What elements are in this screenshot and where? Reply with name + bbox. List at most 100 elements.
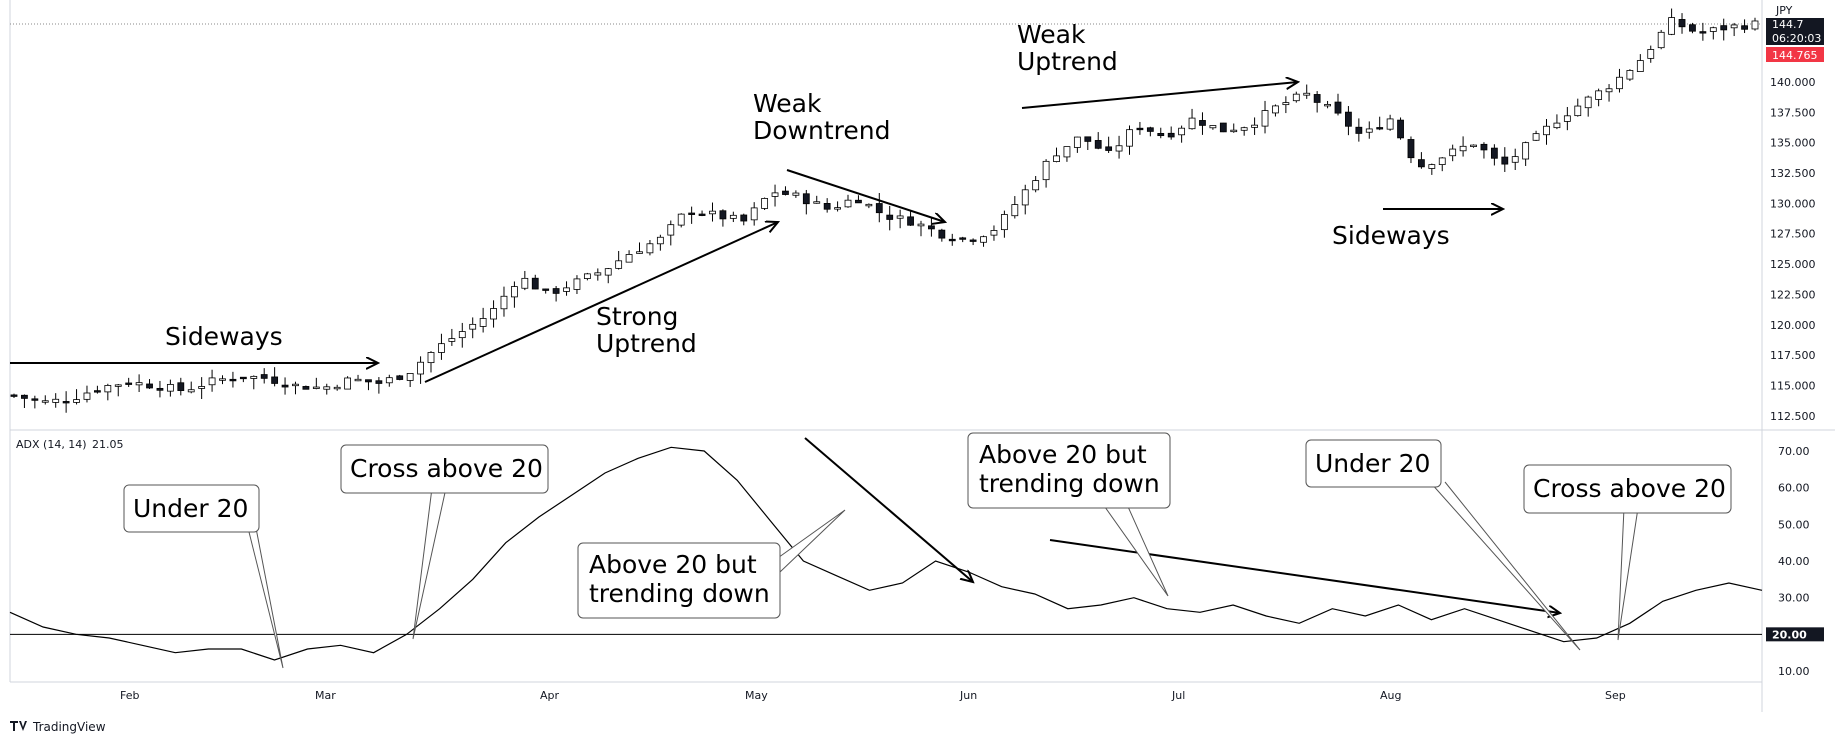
candle-body-down [1741, 25, 1748, 30]
candle [333, 384, 341, 391]
candle [177, 377, 185, 396]
candle-body-up [479, 318, 487, 327]
adx-tick-label: 50.00 [1778, 518, 1810, 531]
callout-above-20-2: Above 20 but trending down [967, 432, 1171, 597]
candle-body-up [1574, 105, 1582, 117]
callout-above-20-2-line1: Above 20 but [979, 440, 1147, 469]
indicator-value: 21.05 [92, 438, 124, 451]
candle [1042, 159, 1050, 188]
candle-body-up [771, 192, 779, 197]
candle-body-up [865, 203, 873, 207]
candle [1094, 132, 1102, 150]
candle-body-up [573, 278, 581, 290]
candle [448, 328, 456, 346]
candle [1376, 116, 1384, 131]
candle-body-up [1511, 156, 1519, 163]
candle-body-up [385, 377, 393, 384]
candle [1334, 93, 1342, 116]
candle [990, 225, 998, 241]
candle [1282, 96, 1290, 114]
candle [187, 381, 195, 394]
candle [855, 195, 862, 204]
candle-body-down [688, 212, 696, 215]
month-tick-label: Jun [959, 689, 977, 702]
tradingview-logo-icon [10, 721, 27, 731]
candle-body-up [250, 375, 258, 379]
candle [719, 209, 727, 227]
candle-body-down [365, 379, 372, 383]
candle [1543, 118, 1550, 145]
candle-body-down [375, 380, 383, 384]
candle [802, 189, 810, 215]
price-tick-label: 130.000 [1770, 197, 1816, 210]
candle [1272, 104, 1279, 117]
candle-body-up [1616, 76, 1623, 90]
candle [594, 268, 602, 281]
candle-body-up [1668, 17, 1675, 35]
candle [563, 281, 570, 296]
callout-cross-above-1-text: Cross above 20 [350, 454, 543, 483]
candle [1230, 123, 1238, 133]
callout-above-20-2-line2: trending down [979, 469, 1160, 498]
candle [750, 202, 758, 226]
candle [250, 375, 258, 390]
callout-cross-above-2-text: Cross above 20 [1533, 474, 1726, 503]
candle-body-up [1522, 142, 1530, 160]
candle [219, 375, 226, 385]
callout-above-20-1-line2: trending down [589, 579, 770, 608]
candle [198, 377, 206, 400]
candle [104, 383, 112, 401]
candle [709, 202, 716, 222]
candle [823, 198, 831, 213]
candle-body-down [1407, 139, 1415, 159]
candle-body-up [1303, 92, 1311, 96]
callout-under-20-2: Under 20 [1305, 439, 1581, 651]
candle-body-up [1470, 144, 1477, 147]
brand-logo: TradingView [10, 720, 106, 734]
candle-body-up [354, 378, 362, 382]
candle-body-up [323, 386, 331, 390]
candle-body-down [855, 199, 862, 204]
candle-body-up [448, 338, 456, 342]
candle [1522, 141, 1530, 166]
candle [239, 376, 247, 383]
candle-body-down [1720, 25, 1728, 31]
price-top-label: 144.7 [1772, 18, 1804, 31]
candle [52, 393, 60, 408]
weak-downtrend-arrow [786, 169, 945, 222]
candle [928, 218, 935, 237]
candle [1699, 22, 1707, 41]
candle-body-up [656, 236, 664, 245]
candle [1157, 127, 1165, 139]
candle-body-up [729, 214, 737, 219]
month-tick-label: Mar [315, 689, 336, 702]
callout-above-20-1-line1: Above 20 but [589, 550, 757, 579]
candle-body-up [1428, 164, 1436, 169]
candle [1084, 136, 1092, 151]
candle-body-down [1313, 94, 1321, 103]
candle-body-up [1636, 60, 1644, 72]
month-tick-label: May [745, 689, 768, 702]
candle-body-up [917, 223, 925, 227]
candle-body-up [980, 236, 987, 243]
candle [500, 286, 508, 317]
candle [844, 194, 852, 208]
candle [636, 242, 643, 254]
candle-body-down [823, 203, 831, 210]
candle-body-up [667, 224, 675, 236]
candle [1355, 118, 1363, 142]
month-tick-label: Apr [540, 689, 560, 702]
candle-body-down [948, 238, 956, 242]
candle [656, 234, 664, 251]
candle [938, 228, 946, 242]
annotation-sideways-2: Sideways [1332, 221, 1450, 250]
price-tick-label: 127.500 [1770, 228, 1816, 241]
candle-body-up [41, 400, 49, 403]
candle [344, 376, 352, 390]
indicator-label: ADX (14, 14) [16, 438, 87, 451]
adx-tick-label: 70.00 [1778, 445, 1810, 458]
candle [865, 203, 873, 209]
candle [41, 395, 49, 405]
candle [417, 356, 424, 384]
